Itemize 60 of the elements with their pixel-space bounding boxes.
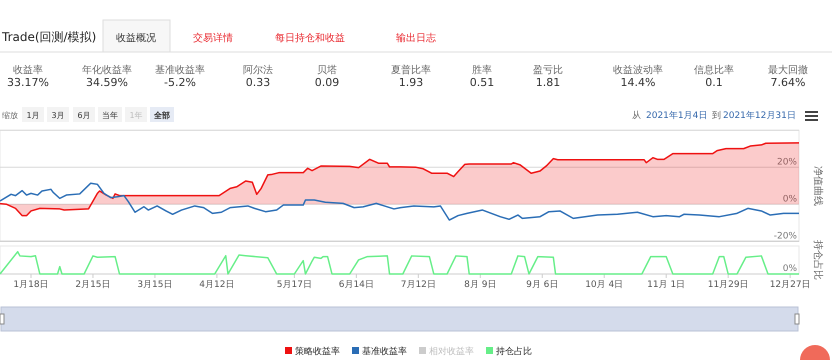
x-tick-label: 11月 1日: [647, 280, 686, 290]
text: 缩放: [2, 111, 18, 120]
text: 1.93: [398, 76, 424, 89]
x-tick-label: 7月12日: [400, 280, 436, 290]
text: 到: [712, 110, 721, 121]
text: 0.33: [246, 76, 270, 89]
text: 阿尔法: [243, 64, 273, 76]
text: 33.17%: [7, 76, 49, 89]
y-axis-title: 净值曲线: [812, 166, 824, 206]
text: 收益率: [13, 64, 43, 76]
text: 夏普比率: [391, 64, 431, 76]
x-tick-label: 10月 4日: [585, 280, 624, 290]
legend-label: 策略收益率: [295, 346, 340, 357]
text: 6月: [77, 111, 91, 120]
text: 基准收益率: [155, 64, 205, 76]
text: 年化收益率: [82, 64, 132, 76]
text: 输出日志: [396, 32, 436, 44]
x-tick-label: 12月27日: [770, 280, 811, 290]
text: 收益波动率: [613, 64, 663, 76]
text: 每日持仓和收益: [275, 32, 345, 44]
x-tick-label: 1月18日: [13, 280, 49, 290]
text: 信息比率: [694, 64, 734, 76]
y-tick-label: 0%: [782, 194, 798, 204]
text: 收益概况: [116, 32, 156, 44]
x-tick-label: 6月14日: [338, 280, 374, 290]
text: 贝塔: [317, 64, 337, 76]
text: 从: [632, 110, 641, 121]
text: 2021年12月31日: [723, 110, 796, 121]
x-tick-label: 3月15日: [137, 280, 173, 290]
y-tick-label: 20%: [776, 157, 798, 168]
x-tick-label: 8月 9日: [464, 280, 496, 290]
text: 1.81: [536, 76, 560, 89]
text: 最大回撤: [768, 64, 808, 76]
text: 1年: [129, 111, 143, 120]
text: 盈亏比: [533, 64, 563, 76]
legend-label: 相对收益率: [429, 346, 474, 357]
text: 34.59%: [86, 76, 128, 89]
x-tick-label: 2月15日: [75, 280, 111, 290]
text: 1月: [26, 111, 40, 120]
x-tick-label: 4月12日: [199, 280, 234, 290]
text: 交易详情: [193, 32, 233, 44]
x-tick-label: 11月29日: [708, 280, 749, 290]
y-tick-label: -20%: [774, 231, 798, 242]
text: Trade(回测/模拟): [1, 30, 96, 44]
x-tick-label: 9月 6日: [526, 280, 558, 290]
text: 0.09: [314, 76, 340, 89]
x-tick-label: 5月17日: [276, 280, 312, 290]
text: -5.2%: [164, 76, 196, 89]
text: 0.51: [470, 76, 494, 89]
text: 7.64%: [770, 76, 806, 89]
text: 当年: [102, 111, 118, 120]
text: 14.4%: [620, 76, 656, 89]
legend-label: 持仓占比: [496, 346, 532, 357]
text: 3月: [51, 111, 65, 120]
legend-label: 基准收益率: [362, 346, 407, 357]
text: 2021年1月4日: [646, 110, 708, 121]
text: 胜率: [472, 64, 492, 76]
y-axis-title: 持仓占比: [812, 240, 824, 280]
text: 全部: [153, 111, 170, 120]
text: 0.1: [705, 76, 723, 89]
